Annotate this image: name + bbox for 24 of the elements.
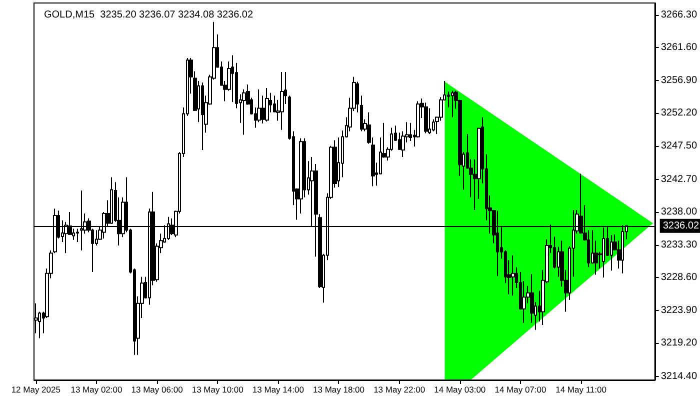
x-tick-label: 13 May 14:00 xyxy=(252,384,304,394)
x-tick-label: 12 May 2025 xyxy=(11,384,61,394)
x-tick-label: 14 May 03:00 xyxy=(434,384,486,394)
x-tick-label: 13 May 22:00 xyxy=(374,384,426,394)
y-tick-label: 3252.20 xyxy=(660,108,698,119)
y-tick-label: 3261.60 xyxy=(660,42,698,54)
x-tick-label: 13 May 06:00 xyxy=(131,384,184,394)
y-tick-label: 3256.90 xyxy=(660,74,698,86)
text: GOLD,M15 3235.20 3236.07 3234.08 3236.02 xyxy=(44,10,254,20)
x-tick-label: 14 May 11:00 xyxy=(556,384,607,394)
y-tick-label: 3266.30 xyxy=(660,9,698,20)
y-tick-label: 3214.40 xyxy=(660,371,698,382)
x-tick-label: 13 May 10:00 xyxy=(192,384,244,394)
x-tick-label: 14 May 07:00 xyxy=(494,384,546,394)
y-tick-label: 3219.20 xyxy=(660,338,698,349)
y-tick-label: 3228.60 xyxy=(660,272,698,284)
y-tick-label: 3238.00 xyxy=(660,206,698,218)
y-tick-label: 3223.90 xyxy=(660,304,698,316)
ref-line-label: 3236.02 xyxy=(662,220,700,232)
x-tick-label: 13 May 18:00 xyxy=(312,384,365,394)
y-tick-label: 3247.50 xyxy=(660,140,698,152)
y-tick-label: 3233.30 xyxy=(660,239,698,250)
y-tick-label: 3242.70 xyxy=(660,174,698,185)
x-tick-label: 13 May 02:00 xyxy=(70,384,122,394)
